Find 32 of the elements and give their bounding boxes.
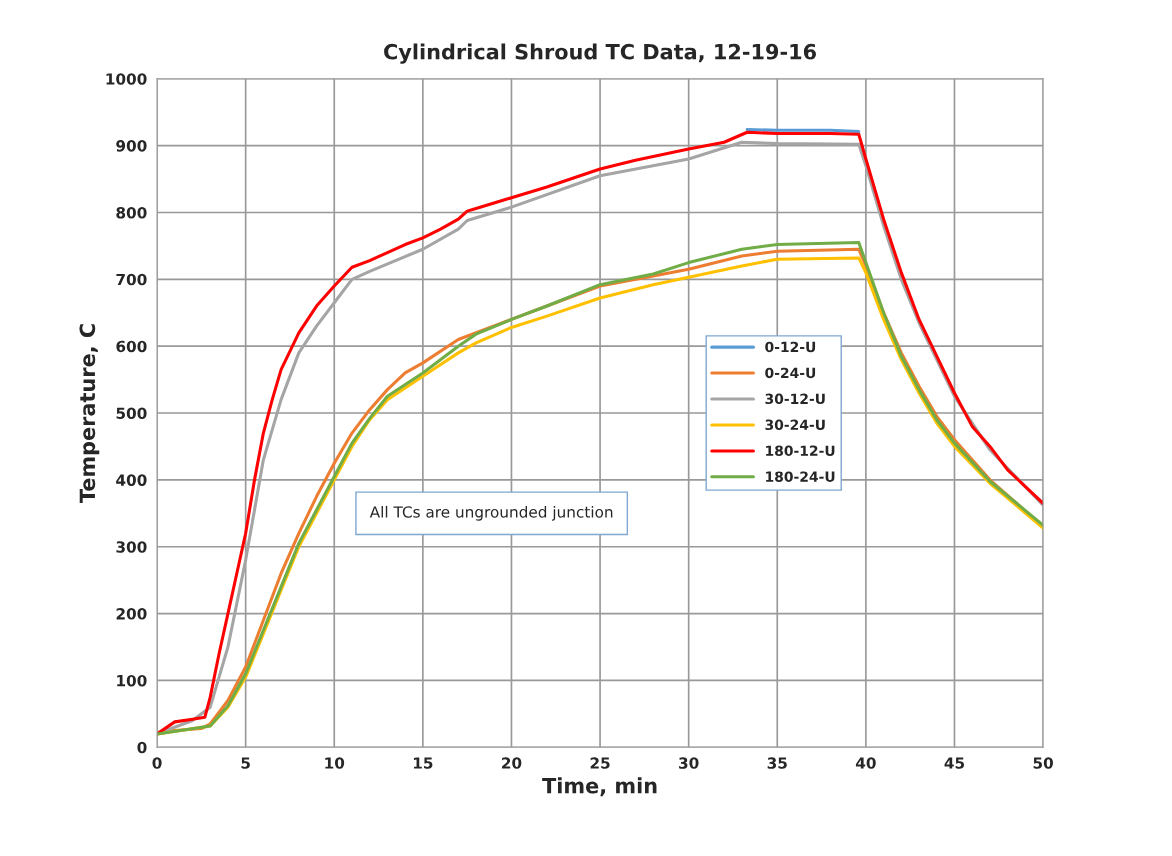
chart-title: Cylindrical Shroud TC Data, 12-19-16 [384,43,816,64]
y-axis-title: Temperature, C [79,324,100,504]
x-axis-title: Time, min [542,777,657,797]
annotation: All TCs are ungrounded junction [369,505,613,521]
x-tick-label: 30 [679,757,699,769]
y-tick-label: 0 [137,741,147,754]
y-tick-label: 100 [117,674,147,687]
legend-label: 0-12-U [765,341,816,353]
x-tick-label: 5 [241,757,250,769]
x-tick-label: 10 [325,757,345,769]
x-tick-label: 35 [767,757,787,769]
x-tick-label: 40 [855,757,876,769]
y-tick-label: 500 [116,407,147,420]
legend-label: 180-12-U [766,445,835,456]
legend-label: 0-24-U [765,367,816,379]
x-tick-label: 25 [590,757,610,769]
x-tick-label: 15 [413,757,433,769]
y-tick-label: 400 [116,474,147,486]
y-tick-label: 900 [116,140,147,152]
x-tick-label: 20 [502,757,522,769]
legend-label: 180-24-U [766,471,835,482]
x-tick-label: 0 [152,757,162,769]
y-tick-label: 1000 [106,73,147,85]
x-tick-label: 50 [1033,757,1053,769]
y-tick-label: 600 [116,340,147,353]
y-tick-label: 700 [116,273,147,286]
legend-label: 30-24-U [765,419,825,431]
legend-label: 30-12-U [765,393,825,405]
y-tick-label: 200 [116,608,147,620]
x-tick-label: 45 [944,757,965,769]
y-tick-label: 800 [116,206,147,219]
y-tick-label: 300 [116,541,147,553]
